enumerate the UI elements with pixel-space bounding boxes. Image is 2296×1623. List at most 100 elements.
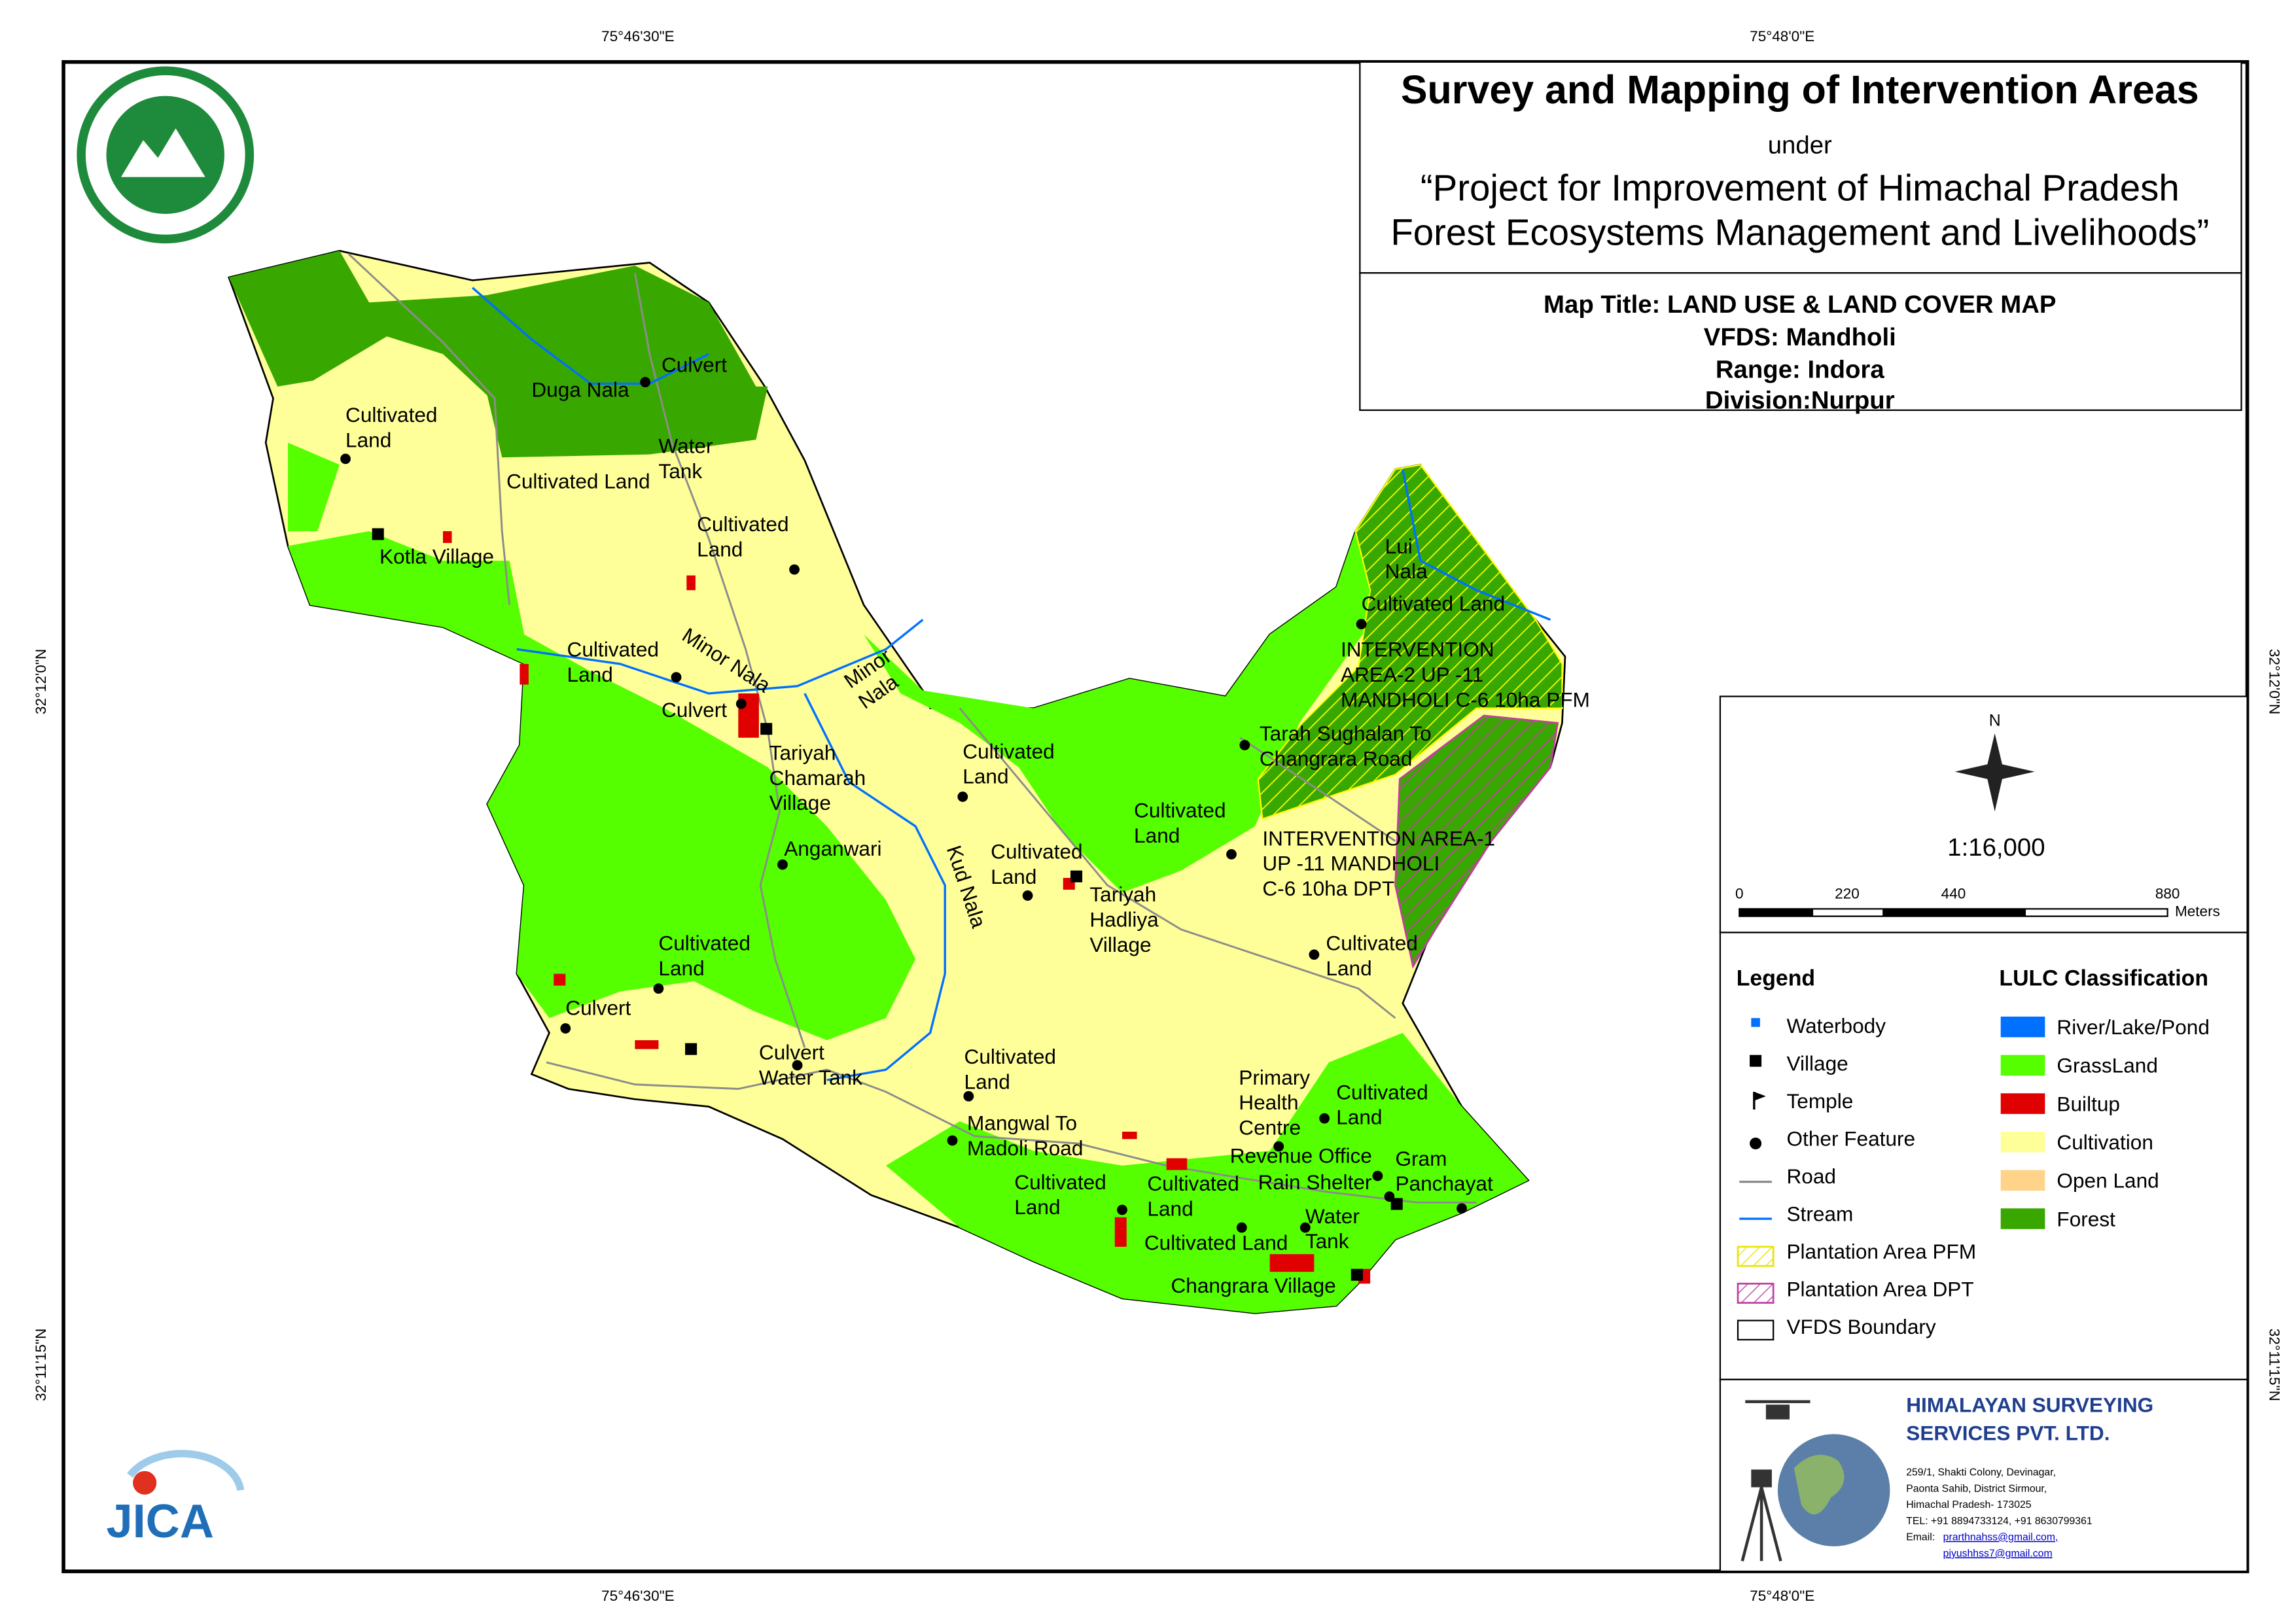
other-feature xyxy=(947,1135,958,1146)
village xyxy=(1351,1268,1363,1281)
other-feature xyxy=(1273,1141,1284,1152)
legend-label: Forest xyxy=(2057,1207,2115,1230)
map-label: Culvert xyxy=(565,996,631,1020)
road xyxy=(546,1061,1477,1204)
stream xyxy=(471,287,709,385)
grassland xyxy=(288,442,340,531)
subtitle: “Project for Improvement of Himachal Pra… xyxy=(1421,167,2180,209)
title-box xyxy=(1359,61,2242,274)
other-feature xyxy=(1299,1222,1311,1233)
map-label: Changrara Road xyxy=(1260,747,1413,771)
map-label: Cultivated xyxy=(1014,1170,1106,1194)
legend-label: GrassLand xyxy=(2057,1054,2158,1077)
legend-label: VFDS Boundary xyxy=(1786,1315,1935,1338)
map-label: Land xyxy=(697,537,743,561)
map-label: Land xyxy=(1326,956,1371,980)
village xyxy=(760,723,773,735)
north-label: N xyxy=(1989,712,2001,730)
other-feature xyxy=(1236,1222,1247,1233)
map-label: Panchayat xyxy=(1395,1172,1492,1195)
plantation-dpt xyxy=(1394,714,1559,969)
map-label: Tariyah xyxy=(769,741,836,765)
map-label: Tank xyxy=(1305,1229,1349,1253)
scale-bar xyxy=(1739,908,2168,917)
features xyxy=(340,377,1467,1281)
map-label: Cultivated xyxy=(658,932,750,955)
scale-tick: 0 xyxy=(1735,886,1744,902)
legend-label: Village xyxy=(1786,1051,1848,1075)
map-label: Cultivated xyxy=(1326,932,1417,955)
jica-text: JICA xyxy=(106,1495,214,1548)
map-info: Range: Indora xyxy=(1716,355,1885,383)
other-feature xyxy=(963,1091,974,1102)
map-label: Land xyxy=(964,1070,1010,1094)
map-label: Tank xyxy=(658,459,702,483)
map-label: Land xyxy=(1134,824,1180,847)
map-label: Kotla Village xyxy=(380,545,494,568)
coord-label: 32°12'0"N xyxy=(33,649,49,714)
map-label: Primary xyxy=(1239,1066,1310,1089)
map-label: AREA-2 UP -11 xyxy=(1341,663,1483,686)
map-label: Land xyxy=(658,956,704,980)
map-label: Rain Shelter xyxy=(1258,1170,1372,1194)
map-label: Land xyxy=(1147,1197,1193,1221)
map-info: VFDS: Mandholi xyxy=(1704,323,1896,351)
company-logo xyxy=(1740,1400,1890,1562)
north-arrow xyxy=(1954,733,2035,812)
legend-label: Builtup xyxy=(2057,1092,2120,1115)
road xyxy=(347,253,510,605)
map-label: Water xyxy=(658,434,713,457)
legend-label: Waterbody xyxy=(1786,1014,1886,1038)
map-label: Land xyxy=(345,428,391,451)
company-address: Himachal Pradesh- 173025 xyxy=(1906,1499,2032,1510)
company-address: Paonta Sahib, District Sirmour, xyxy=(1906,1483,2047,1494)
coord-label: 32°11'15"N xyxy=(33,1329,49,1401)
subtitle: under xyxy=(1768,131,1832,160)
company-email[interactable]: prarthnahss@gmail.com, xyxy=(1943,1532,2058,1543)
forest-dept-logo xyxy=(77,66,255,244)
other-feature xyxy=(789,564,800,575)
scale-ratio: 1:16,000 xyxy=(1947,833,2045,862)
company-name: SERVICES PVT. LTD. xyxy=(1906,1421,2110,1444)
village xyxy=(1070,870,1083,882)
stream xyxy=(1402,468,1551,621)
legend-label: Road xyxy=(1786,1164,1836,1188)
coord-label: 32°12'0"N xyxy=(2266,649,2282,714)
grassland xyxy=(288,531,916,1041)
other-feature xyxy=(671,672,682,683)
map-label: Land xyxy=(1336,1106,1382,1129)
other-feature xyxy=(1022,890,1033,901)
map-label: Land xyxy=(963,765,1008,788)
map-label: Land xyxy=(567,663,613,686)
coord-label: 32°11'15"N xyxy=(2266,1329,2282,1401)
map-label: Anganwari xyxy=(784,837,881,860)
map-label: Mangwal To xyxy=(967,1111,1077,1135)
legend-label: Plantation Area PFM xyxy=(1786,1240,1976,1263)
streams xyxy=(471,287,1551,1081)
map-label: Revenue Office xyxy=(1230,1143,1372,1167)
map-label: Cultivated xyxy=(963,739,1054,763)
other-feature xyxy=(340,453,351,464)
coord-label: 75°48'0"E xyxy=(1750,28,1814,44)
company-email[interactable]: piyushhss7@gmail.com xyxy=(1943,1548,2053,1560)
map-label: Land xyxy=(1014,1195,1060,1219)
coord-label: 75°46'30"E xyxy=(601,1588,675,1604)
map-label: Chamarah xyxy=(769,766,866,790)
legend-label: Other Feature xyxy=(1786,1126,1915,1150)
map-label: Culvert xyxy=(662,698,727,722)
subtitle: Forest Ecosystems Management and Livelih… xyxy=(1390,211,2209,253)
scale-tick: 440 xyxy=(1941,886,1966,902)
map-label: Village xyxy=(1089,933,1151,956)
map-label: Cultivated xyxy=(697,512,788,536)
info-box xyxy=(1359,272,2242,411)
legend-label: Cultivation xyxy=(2057,1130,2153,1154)
map-label: Nala xyxy=(1385,559,1428,583)
map-label: Land xyxy=(991,865,1036,888)
legend-label: Stream xyxy=(1786,1202,1853,1225)
legend-title: LULC Classification xyxy=(1999,966,2208,991)
village xyxy=(1390,1198,1403,1210)
map-label: Water Tank xyxy=(759,1066,862,1089)
company-address: TEL: +91 8894733124, +91 8630799361 xyxy=(1906,1516,2092,1527)
